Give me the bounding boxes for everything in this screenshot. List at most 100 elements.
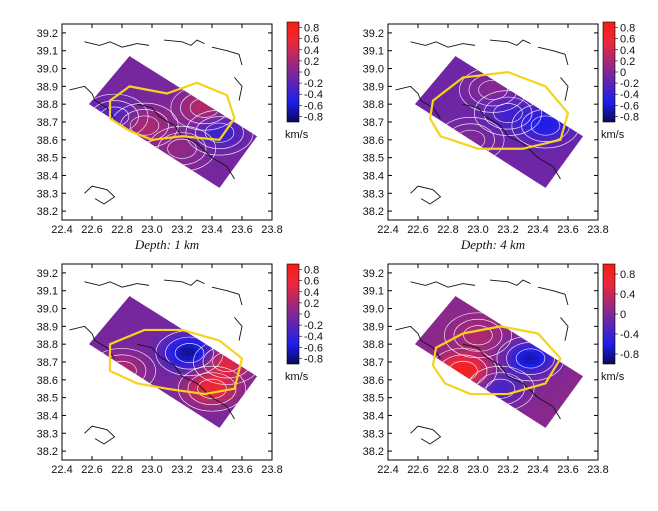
y-tick-label: 38.7 [37, 117, 58, 129]
field-cell [488, 88, 492, 92]
field-cell [126, 124, 130, 128]
field-cell [444, 72, 448, 76]
field-cell [516, 160, 520, 164]
field-cell [444, 76, 448, 80]
field-cell [464, 88, 468, 92]
field-cell [234, 140, 238, 144]
field-cell [448, 100, 452, 104]
field-cell [528, 140, 532, 144]
field-cell [452, 76, 456, 80]
field-cell [564, 136, 568, 140]
field-cell [162, 100, 166, 104]
field-cell [512, 160, 516, 164]
field-cell [520, 136, 524, 140]
field-cell [150, 96, 154, 100]
field-cell [436, 108, 440, 112]
x-tick-label: 23.8 [261, 224, 282, 236]
field-cell [130, 100, 134, 104]
x-tick-label: 23.4 [201, 224, 222, 236]
field-cell [464, 80, 468, 84]
field-cell [118, 96, 122, 100]
field-cell [134, 76, 138, 80]
field-cell [178, 148, 182, 152]
field-cell [142, 72, 146, 76]
y-tick-label: 39.2 [37, 28, 58, 40]
field-cell [444, 84, 448, 88]
field-cell [520, 164, 524, 168]
field-cell [162, 104, 166, 108]
field-cell [548, 124, 552, 128]
field-cell [198, 104, 202, 108]
field-cell [544, 132, 548, 136]
field-cell [540, 172, 544, 176]
field-cell [134, 64, 138, 68]
field-cell [548, 152, 552, 156]
field-cell [114, 84, 118, 88]
field-cell [182, 120, 186, 124]
field-cell [464, 68, 468, 72]
field-cell [544, 120, 548, 124]
field-cell [508, 160, 512, 164]
field-cell [564, 152, 568, 156]
field-cell [536, 160, 540, 164]
field-cell [214, 164, 218, 168]
field-cell [214, 144, 218, 148]
field-cell [206, 112, 210, 116]
field-cell [226, 148, 230, 152]
field-cell [504, 156, 508, 160]
field-cell [142, 84, 146, 88]
field-cell [154, 124, 158, 128]
field-cell [118, 84, 122, 88]
x-tick-label: 23.0 [141, 224, 162, 236]
field-cell [516, 152, 520, 156]
field-cell [504, 112, 508, 116]
field-cell [476, 140, 480, 144]
field-cell [182, 104, 186, 108]
field-cell [182, 160, 186, 164]
field-cell [444, 100, 448, 104]
field-cell [480, 136, 484, 140]
field-cell [504, 124, 508, 128]
field-cell [146, 128, 150, 132]
field-cell [536, 112, 540, 116]
x-tick-label: 22.6 [81, 224, 102, 236]
field-cell [218, 172, 222, 176]
field-cell [158, 108, 162, 112]
field-cell [202, 172, 206, 176]
field-cell [432, 84, 436, 88]
field-cell [536, 136, 540, 140]
field-cell [440, 100, 444, 104]
field-cell [214, 168, 218, 172]
field-cell [138, 124, 142, 128]
field-cell [472, 124, 476, 128]
field-cell [464, 84, 468, 88]
field-cell [488, 140, 492, 144]
field-cell [496, 140, 500, 144]
field-cell [126, 72, 130, 76]
field-cell [210, 132, 214, 136]
field-cell [110, 84, 114, 88]
field-cell [158, 76, 162, 80]
field-cell [126, 68, 130, 72]
field-cell [532, 148, 536, 152]
field-cell [134, 68, 138, 72]
field-cell [536, 128, 540, 132]
field-cell [166, 96, 170, 100]
field-cell [500, 112, 504, 116]
field-cell [552, 124, 556, 128]
field-cell [174, 148, 178, 152]
field-cell [186, 108, 190, 112]
field-cell [508, 104, 512, 108]
field-cell [520, 160, 524, 164]
field-cell [162, 108, 166, 112]
field-cell [202, 104, 206, 108]
field-cell [524, 164, 528, 168]
field-cell [556, 148, 560, 152]
field-cell [174, 152, 178, 156]
field-cell [468, 112, 472, 116]
y-tick-label: 38.9 [37, 81, 58, 93]
field-cell [162, 112, 166, 116]
field-cell [178, 152, 182, 156]
field-cell [130, 72, 134, 76]
field-cell [456, 112, 460, 116]
